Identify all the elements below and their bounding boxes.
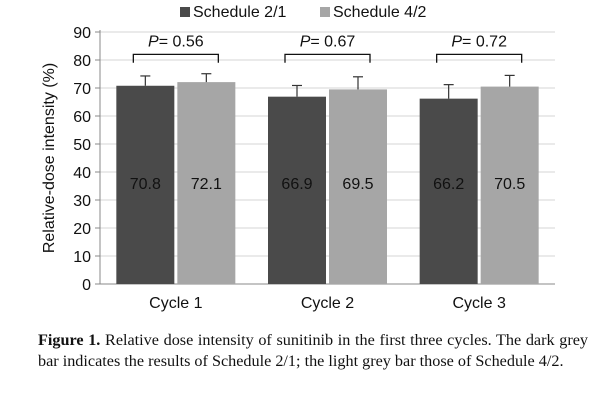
p-symbol: P (300, 33, 311, 50)
p-value-annotation: P= 0.56 (148, 33, 204, 50)
p-value-text: = 0.72 (462, 33, 507, 50)
y-axis-label: Relative-dose intensity (%) (41, 63, 58, 253)
y-tick-label: 0 (82, 277, 91, 294)
p-value-text: = 0.67 (310, 33, 355, 50)
y-tick-label: 10 (73, 249, 91, 266)
bar-chart: 0 10 20 30 40 50 60 70 80 90 Relative-dose intensi… (41, 4, 555, 312)
bar-schedule-4-2 (177, 82, 236, 285)
figure-caption-text: Relative dose intensity of sunitinib in … (38, 331, 589, 370)
x-tick-label: Cycle 2 (301, 295, 354, 312)
bar-schedule-2-1 (419, 98, 478, 284)
figure-caption-label: Figure 1. (38, 331, 101, 349)
y-tick-label: 30 (73, 193, 91, 210)
y-tick-label: 70 (73, 81, 91, 98)
y-tick-label: 90 (73, 25, 91, 42)
data-label: 70.5 (494, 176, 525, 193)
x-tick-label: Cycle 1 (149, 295, 202, 312)
p-value-annotation: P= 0.72 (451, 33, 507, 50)
p-symbol: P (148, 33, 159, 50)
bar-schedule-4-2 (329, 89, 387, 285)
legend-swatch (320, 7, 330, 17)
data-label: 72.1 (191, 176, 222, 193)
y-tick-label: 20 (73, 221, 91, 238)
data-label: 69.5 (342, 176, 373, 193)
significance-bracket (436, 53, 523, 63)
y-tick-label: 50 (73, 137, 91, 154)
significance-bracket (284, 53, 371, 63)
legend-label: Schedule 2/1 (193, 4, 287, 21)
p-value-annotation: P= 0.67 (300, 33, 356, 50)
legend-swatch (180, 7, 190, 17)
bar-schedule-4-2 (480, 86, 539, 284)
significance-bracket (132, 53, 219, 63)
p-symbol: P (451, 33, 462, 50)
x-tick-label: Cycle 3 (452, 295, 505, 312)
data-label: 70.8 (130, 176, 161, 193)
data-label: 66.2 (433, 176, 464, 193)
y-tick-label: 60 (73, 109, 91, 126)
y-tick-label: 80 (73, 53, 91, 70)
figure-caption: Figure 1. Relative dose intensity of sun… (38, 330, 588, 372)
y-tick-label: 40 (73, 165, 91, 182)
p-value-text: = 0.56 (159, 33, 204, 50)
bar-schedule-2-1 (268, 96, 326, 285)
legend-label: Schedule 4/2 (333, 4, 427, 21)
data-label: 66.9 (281, 176, 312, 193)
bar-schedule-2-1 (116, 85, 175, 284)
